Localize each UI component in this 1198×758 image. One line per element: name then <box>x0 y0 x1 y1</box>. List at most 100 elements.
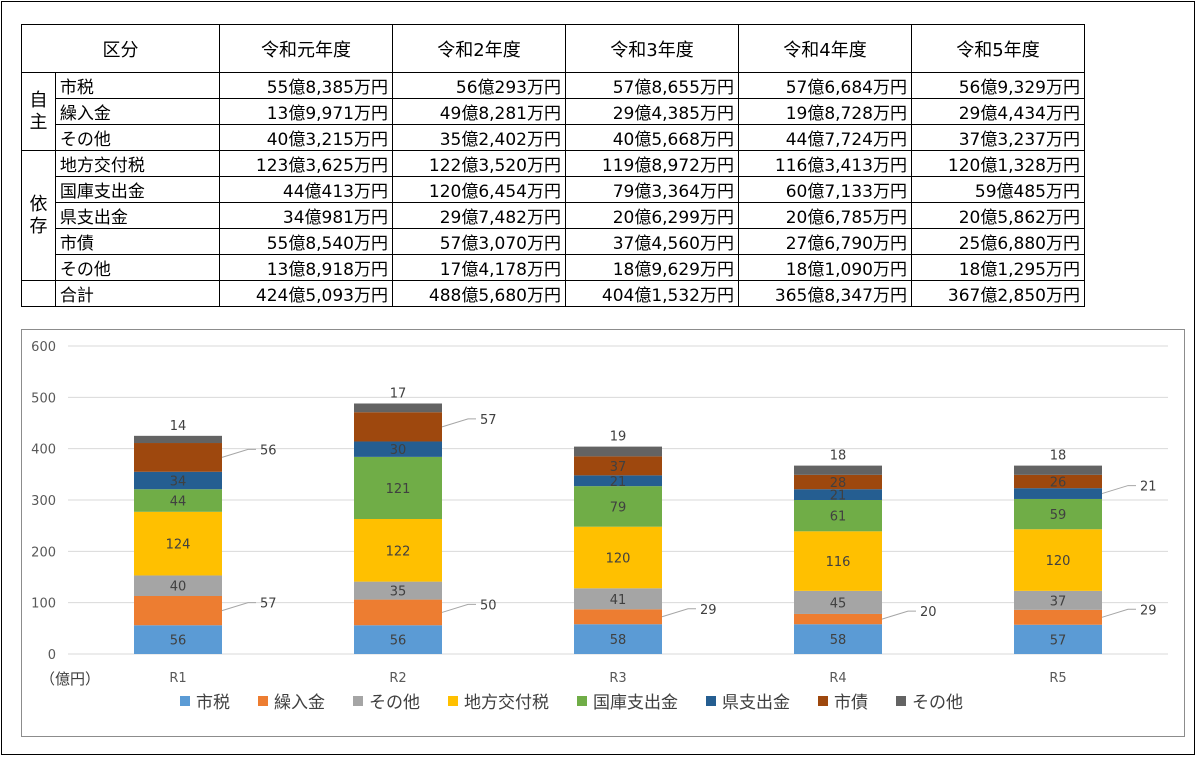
legend-label: 市税 <box>196 693 230 713</box>
table-cell: 59億485万円 <box>911 176 1085 203</box>
data-label: 18 <box>1050 449 1067 464</box>
table-cell: 55億8,540万円 <box>219 228 393 255</box>
legend-swatch <box>353 695 363 706</box>
data-label: 124 <box>166 538 191 553</box>
table-row: 合計 424億5,093万円 488億5,680万円 404億1,532万円 365億8… <box>21 280 1085 307</box>
data-label: 116 <box>826 555 851 570</box>
data-label: 41 <box>610 593 627 608</box>
table-cell: 55億8,385万円 <box>219 72 393 99</box>
table-cell: 13億9,971万円 <box>219 98 393 125</box>
legend-swatch <box>896 695 906 706</box>
data-label: 58 <box>830 633 847 648</box>
table-cell: 40億3,215万円 <box>219 124 393 151</box>
table-cell: 122億3,520万円 <box>392 150 566 177</box>
bar-segment <box>354 412 442 442</box>
table-cell: 119億8,972万円 <box>565 150 739 177</box>
callout-leader <box>221 602 256 612</box>
bar-segment <box>1014 609 1102 625</box>
table-cell: 488億5,680万円 <box>392 280 566 307</box>
row-label: その他 <box>54 124 221 151</box>
table-cell: 367億2,850万円 <box>911 280 1085 307</box>
table-cell: 404億1,532万円 <box>565 280 739 307</box>
data-label: 21 <box>1140 480 1157 495</box>
table-cell: 60億7,133万円 <box>738 176 912 203</box>
data-label: 30 <box>390 443 407 458</box>
table-row: 繰入金 13億9,971万円 49億8,281万円 29億4,385万円 19億8,72… <box>22 98 1085 125</box>
data-label: 17 <box>390 386 407 401</box>
table-cell: 18億1,090万円 <box>738 254 912 281</box>
y-tick-label: 100 <box>31 597 56 612</box>
header-year: 令和3年度 <box>565 24 739 73</box>
table-cell: 40億5,668万円 <box>565 124 739 151</box>
legend-item: その他 <box>896 688 963 713</box>
data-label: 57 <box>1050 633 1067 648</box>
header-year: 令和元年度 <box>219 24 393 73</box>
legend-item: 市税 <box>180 688 230 713</box>
bar-segment <box>134 575 222 596</box>
data-label: 59 <box>1050 508 1067 523</box>
bar-segment <box>354 441 442 457</box>
y-tick-label: 500 <box>31 391 56 406</box>
x-tick-label: R2 <box>389 671 406 686</box>
bar-segment <box>794 624 882 654</box>
callout-leader <box>1101 608 1136 618</box>
callout-leader <box>881 610 916 620</box>
table-cell: 49億8,281万円 <box>392 98 566 125</box>
table-row: その他 40億3,215万円 35億2,402万円 40億5,668万円 44億7,72… <box>22 124 1085 151</box>
table-cell: 123億3,625万円 <box>219 150 393 177</box>
data-label: 61 <box>830 510 847 525</box>
bar-segment <box>574 624 662 654</box>
bar-segment <box>574 446 662 457</box>
data-label: 56 <box>390 634 407 649</box>
table-cell: 29億4,385万円 <box>565 98 739 125</box>
bar-segment <box>134 511 222 576</box>
data-label: 44 <box>170 495 187 510</box>
bar-segment <box>354 403 442 413</box>
table-row: 依 存地方交付税 123億3,625万円 122億3,520万円 119億8,972万… <box>21 150 1085 281</box>
bar-segment <box>574 588 662 610</box>
legend-swatch <box>180 695 190 706</box>
data-label: 29 <box>1140 603 1157 618</box>
table-cell: 27億6,790万円 <box>738 228 912 255</box>
bar-segment <box>1014 465 1102 475</box>
legend-item: 県支出金 <box>706 688 790 713</box>
data-label: 29 <box>700 603 717 618</box>
y-tick-label: 300 <box>31 494 56 509</box>
legend-swatch <box>818 695 828 706</box>
bar-segment <box>794 613 882 625</box>
chart-legend: 市税 繰入金 その他 地方交付税 国庫支出金 県支出金 市債 その他 <box>180 688 991 713</box>
data-label: 21 <box>610 475 627 490</box>
legend-label: 地方交付税 <box>464 693 549 713</box>
data-label: 79 <box>610 500 627 515</box>
data-label: 57 <box>260 597 277 612</box>
bar-segment <box>574 486 662 527</box>
bar-segment <box>794 590 882 614</box>
bar-segment <box>134 625 222 654</box>
bar-segment <box>354 625 442 654</box>
bar-segment <box>134 595 222 626</box>
table-header-row: 区分 令和元年度 令和2年度 令和3年度 令和4年度 令和5年度 <box>21 24 1085 73</box>
table-cell: 17億4,178万円 <box>392 254 566 281</box>
table-cell: 34億981万円 <box>219 202 393 229</box>
x-tick-label: R5 <box>1049 671 1066 686</box>
bar-segment <box>574 609 662 625</box>
bar-segment <box>794 531 882 591</box>
callout-leader <box>441 603 476 613</box>
bar-segment <box>134 435 222 444</box>
table-cell: 44億413万円 <box>219 176 393 203</box>
x-tick-label: R1 <box>169 671 186 686</box>
legend-label: 繰入金 <box>274 693 325 713</box>
table-cell: 20億5,862万円 <box>911 202 1085 229</box>
data-label: 58 <box>610 633 627 648</box>
callout-leader <box>661 608 696 618</box>
data-label: 14 <box>170 419 187 434</box>
legend-swatch <box>448 695 458 706</box>
legend-label: 県支出金 <box>722 693 790 713</box>
bar-segment <box>1014 590 1102 610</box>
bar-segment <box>1014 488 1102 499</box>
row-label: 県支出金 <box>54 202 221 229</box>
table-cell: 18億9,629万円 <box>565 254 739 281</box>
bar-segment <box>354 518 442 582</box>
x-tick-label: R3 <box>609 671 626 686</box>
legend-item: 国庫支出金 <box>577 688 678 713</box>
